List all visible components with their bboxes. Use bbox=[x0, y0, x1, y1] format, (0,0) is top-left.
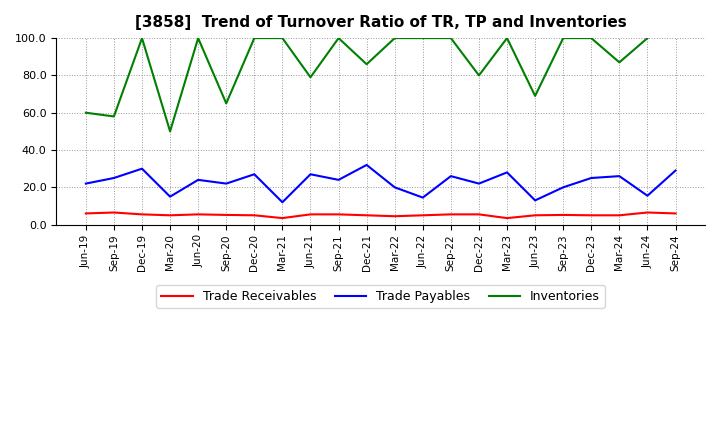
Inventories bbox=[250, 36, 258, 41]
Inventories bbox=[559, 36, 567, 41]
Trade Receivables bbox=[194, 212, 202, 217]
Trade Receivables bbox=[559, 212, 567, 217]
Trade Payables bbox=[418, 195, 427, 200]
Trade Receivables bbox=[109, 210, 118, 215]
Trade Payables bbox=[362, 162, 371, 168]
Trade Payables bbox=[390, 185, 399, 190]
Trade Payables bbox=[587, 176, 595, 181]
Trade Receivables bbox=[615, 213, 624, 218]
Inventories bbox=[390, 36, 399, 41]
Trade Receivables bbox=[334, 212, 343, 217]
Inventories bbox=[643, 36, 652, 41]
Trade Payables bbox=[474, 181, 483, 186]
Trade Receivables bbox=[643, 210, 652, 215]
Inventories bbox=[615, 60, 624, 65]
Trade Receivables bbox=[446, 212, 455, 217]
Inventories bbox=[334, 36, 343, 41]
Trade Payables bbox=[503, 170, 511, 175]
Trade Receivables bbox=[671, 211, 680, 216]
Legend: Trade Receivables, Trade Payables, Inventories: Trade Receivables, Trade Payables, Inven… bbox=[156, 285, 605, 308]
Trade Receivables bbox=[138, 212, 146, 217]
Trade Payables bbox=[306, 172, 315, 177]
Trade Payables bbox=[250, 172, 258, 177]
Inventories bbox=[222, 101, 230, 106]
Trade Receivables bbox=[390, 213, 399, 219]
Trade Payables bbox=[643, 193, 652, 198]
Inventories bbox=[278, 36, 287, 41]
Trade Receivables bbox=[81, 211, 90, 216]
Inventories bbox=[194, 36, 202, 41]
Inventories bbox=[81, 110, 90, 115]
Trade Payables bbox=[615, 173, 624, 179]
Inventories bbox=[531, 93, 539, 99]
Trade Receivables bbox=[531, 213, 539, 218]
Trade Payables bbox=[222, 181, 230, 186]
Trade Payables bbox=[671, 168, 680, 173]
Trade Payables bbox=[194, 177, 202, 183]
Inventories bbox=[446, 36, 455, 41]
Trade Payables bbox=[278, 200, 287, 205]
Trade Payables bbox=[531, 198, 539, 203]
Trade Receivables bbox=[418, 213, 427, 218]
Trade Receivables bbox=[587, 213, 595, 218]
Trade Receivables bbox=[278, 216, 287, 221]
Trade Receivables bbox=[306, 212, 315, 217]
Trade Receivables bbox=[362, 213, 371, 218]
Trade Receivables bbox=[474, 212, 483, 217]
Line: Inventories: Inventories bbox=[86, 38, 647, 132]
Trade Receivables bbox=[250, 213, 258, 218]
Line: Trade Payables: Trade Payables bbox=[86, 165, 675, 202]
Trade Payables bbox=[334, 177, 343, 183]
Trade Payables bbox=[166, 194, 174, 199]
Inventories bbox=[109, 114, 118, 119]
Trade Receivables bbox=[222, 212, 230, 217]
Inventories bbox=[587, 36, 595, 41]
Inventories bbox=[418, 36, 427, 41]
Inventories bbox=[166, 129, 174, 134]
Inventories bbox=[362, 62, 371, 67]
Trade Payables bbox=[559, 185, 567, 190]
Inventories bbox=[306, 75, 315, 80]
Trade Payables bbox=[138, 166, 146, 171]
Trade Payables bbox=[109, 176, 118, 181]
Trade Receivables bbox=[503, 216, 511, 221]
Inventories bbox=[138, 36, 146, 41]
Inventories bbox=[474, 73, 483, 78]
Line: Trade Receivables: Trade Receivables bbox=[86, 213, 675, 218]
Title: [3858]  Trend of Turnover Ratio of TR, TP and Inventories: [3858] Trend of Turnover Ratio of TR, TP… bbox=[135, 15, 626, 30]
Inventories bbox=[503, 36, 511, 41]
Trade Payables bbox=[81, 181, 90, 186]
Trade Receivables bbox=[166, 213, 174, 218]
Trade Payables bbox=[446, 173, 455, 179]
